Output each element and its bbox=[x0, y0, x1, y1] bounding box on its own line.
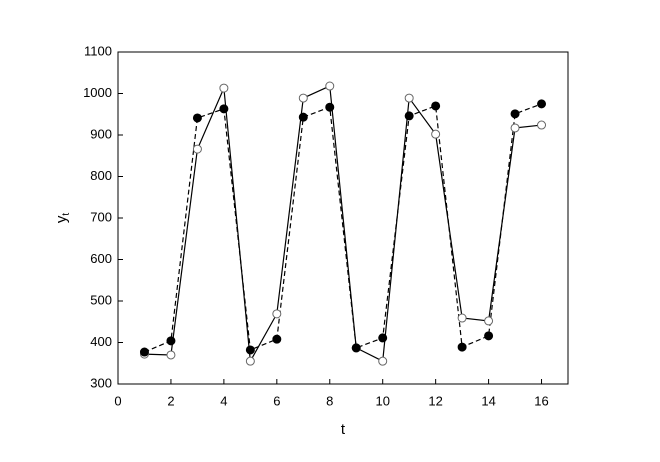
data-point bbox=[139, 347, 149, 357]
x-tick-label: 12 bbox=[428, 393, 442, 408]
series-line bbox=[144, 103, 542, 353]
data-point bbox=[245, 356, 255, 366]
x-tick-label: 14 bbox=[481, 393, 495, 408]
y-tick-label: 500 bbox=[90, 292, 112, 307]
data-point bbox=[484, 331, 494, 341]
data-point bbox=[219, 104, 229, 114]
data-point bbox=[537, 99, 547, 109]
data-point bbox=[404, 111, 414, 121]
y-axis-label-subscript: t bbox=[61, 213, 72, 216]
data-point bbox=[192, 113, 202, 123]
data-point bbox=[457, 342, 467, 352]
x-tick-label: 8 bbox=[326, 393, 333, 408]
data-point bbox=[245, 345, 255, 355]
x-tick-label: 4 bbox=[220, 393, 227, 408]
data-point bbox=[351, 343, 361, 353]
y-tick-label: 900 bbox=[90, 126, 112, 141]
data-point bbox=[272, 334, 282, 344]
data-point bbox=[378, 333, 388, 343]
data-point bbox=[325, 81, 335, 91]
series-line bbox=[144, 85, 542, 364]
data-point bbox=[537, 120, 547, 130]
y-tick-label: 1000 bbox=[83, 85, 112, 100]
y-tick-label: 300 bbox=[90, 375, 112, 390]
y-axis-label-main: y bbox=[53, 215, 70, 223]
x-tick-label: 0 bbox=[114, 393, 121, 408]
data-point bbox=[298, 112, 308, 122]
data-point bbox=[431, 129, 441, 139]
data-point bbox=[404, 93, 414, 103]
data-point bbox=[510, 109, 520, 119]
data-point bbox=[378, 356, 388, 366]
data-point bbox=[325, 102, 335, 112]
data-point bbox=[431, 101, 441, 111]
data-point bbox=[219, 83, 229, 93]
x-tick-label: 6 bbox=[273, 393, 280, 408]
data-point bbox=[457, 313, 467, 323]
data-point bbox=[510, 123, 520, 133]
y-tick-label: 800 bbox=[90, 168, 112, 183]
data-point bbox=[166, 350, 176, 360]
data-point bbox=[192, 144, 202, 154]
y-tick-label: 1100 bbox=[84, 43, 112, 58]
y-axis-label: yt bbox=[53, 213, 72, 224]
data-point bbox=[484, 316, 494, 326]
y-tick-label: 700 bbox=[90, 209, 112, 224]
x-axis-label: t bbox=[341, 421, 346, 438]
x-tick-label: 10 bbox=[375, 393, 389, 408]
x-tick-label: 16 bbox=[534, 393, 548, 408]
data-point bbox=[166, 336, 176, 346]
y-tick-label: 400 bbox=[90, 334, 112, 349]
data-point bbox=[298, 93, 308, 103]
y-tick-label: 600 bbox=[90, 251, 112, 266]
x-tick-label: 2 bbox=[167, 393, 174, 408]
data-point bbox=[272, 309, 282, 319]
